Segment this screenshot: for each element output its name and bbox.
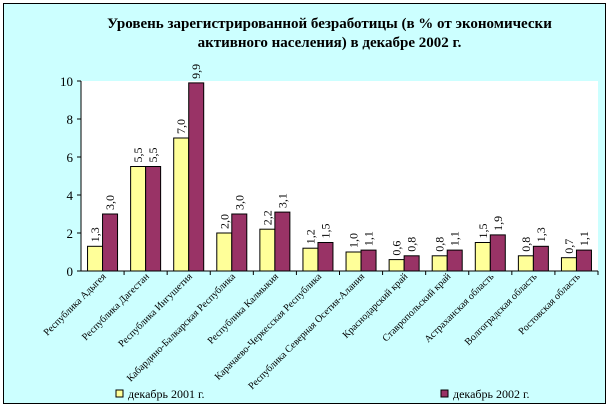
bar [575, 249, 592, 272]
bar [431, 255, 448, 272]
bar [259, 228, 276, 272]
y-tick-label: 8 [67, 112, 74, 127]
data-label: 0,8 [519, 237, 533, 252]
chart-title: активного населения) в декабре 2002 г. [198, 35, 462, 51]
data-label: 3,0 [103, 195, 117, 210]
data-label: 1,5 [476, 224, 490, 239]
bar [87, 245, 104, 272]
data-label: 1,0 [347, 233, 361, 248]
plot-area [81, 81, 598, 271]
data-label: 2,0 [217, 214, 231, 229]
legend-2002-label: декабрь 2002 г. [453, 387, 530, 401]
bar [231, 213, 248, 272]
bar [145, 166, 162, 272]
category-label: Волгоградская область [463, 271, 540, 348]
data-label: 5,5 [146, 148, 160, 163]
bar [489, 234, 506, 272]
bar [173, 137, 190, 272]
bar [560, 257, 577, 272]
data-label: 9,9 [189, 64, 203, 79]
data-label: 5,5 [131, 148, 145, 163]
data-label: 1,1 [362, 231, 376, 246]
bar [474, 242, 491, 272]
y-tick-label: 0 [67, 264, 74, 279]
bar [532, 245, 549, 272]
bar-chart: Уровень зарегистрированной безработицы (… [42, 16, 599, 401]
data-label: 1,2 [303, 229, 317, 244]
bar [388, 259, 405, 272]
data-label: 0,8 [433, 237, 447, 252]
data-label: 0,6 [390, 241, 404, 256]
bar [360, 249, 377, 272]
data-label: 1,1 [577, 231, 591, 246]
data-label: 0,7 [562, 239, 576, 254]
category-label: Республика Ингушетия [117, 271, 196, 350]
bar [188, 82, 205, 272]
data-label: 3,0 [232, 195, 246, 210]
legend-2001-label: декабрь 2001 г. [128, 387, 205, 401]
chart-container: Уровень зарегистрированной безработицы (… [3, 3, 606, 404]
chart-title: Уровень зарегистрированной безработицы (… [107, 16, 552, 32]
bar [102, 213, 119, 272]
bar [216, 232, 233, 272]
data-label: 1,3 [88, 227, 102, 242]
y-tick-label: 2 [67, 226, 74, 241]
y-tick-label: 10 [60, 74, 73, 89]
y-tick-label: 4 [67, 188, 74, 203]
bar [446, 249, 463, 272]
bar [517, 255, 534, 272]
bar [317, 242, 334, 272]
category-label: Республика Калмыкия [206, 271, 282, 347]
bar [130, 166, 147, 272]
bar [302, 247, 319, 272]
legend-2002-swatch [440, 389, 449, 398]
data-label: 1,1 [448, 231, 462, 246]
data-label: 7,0 [174, 119, 188, 134]
y-tick-label: 6 [67, 150, 74, 165]
legend-2001-swatch [115, 389, 124, 398]
data-label: 1,5 [318, 224, 332, 239]
bar [403, 255, 420, 272]
data-label: 3,1 [275, 193, 289, 208]
bar [345, 251, 362, 272]
data-label: 1,9 [491, 216, 505, 231]
data-label: 1,3 [534, 227, 548, 242]
data-label: 2,2 [260, 210, 274, 225]
data-label: 0,8 [405, 237, 419, 252]
bar [274, 211, 291, 272]
